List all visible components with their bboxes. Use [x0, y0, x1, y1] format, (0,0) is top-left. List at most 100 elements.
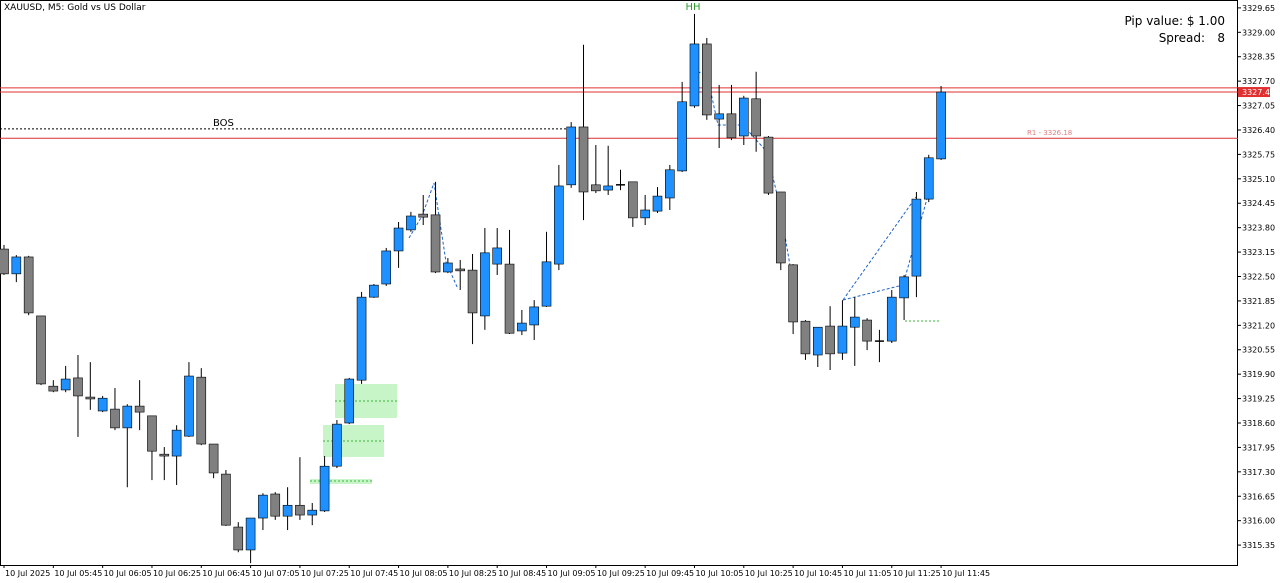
candle-body: [911, 198, 922, 277]
y-tick-label: 3328.35: [1242, 53, 1275, 62]
candle-body: [319, 465, 330, 512]
candle-body: [184, 375, 194, 437]
zigzag-line: [842, 196, 917, 301]
candle-body: [467, 269, 478, 314]
candle-body: [665, 169, 675, 199]
candle-body: [11, 256, 22, 275]
candle-body: [578, 126, 589, 193]
candle-body: [147, 415, 157, 452]
candle-body: [406, 215, 416, 231]
candle-body: [0, 248, 9, 275]
candle-body: [208, 443, 219, 474]
candle-body: [788, 264, 798, 323]
x-tick-label: 10 Jul 11:05: [843, 569, 891, 578]
x-tick-label: 10 Jul 06:45: [202, 569, 250, 578]
candle-body: [677, 101, 687, 172]
candle-body: [775, 191, 786, 264]
candle-body: [837, 325, 848, 354]
x-tick-label: 10 Jul 09:45: [646, 569, 694, 578]
y-tick-label: 3318.60: [1242, 419, 1275, 428]
candle-body: [529, 306, 539, 326]
candle-body: [245, 517, 256, 551]
candle-body: [393, 227, 404, 252]
candle-body: [344, 378, 355, 424]
x-tick-label: 10 Jul 07:25: [301, 569, 349, 578]
candle-body: [603, 185, 613, 191]
candle-body: [825, 325, 835, 355]
y-tick-label: 3319.25: [1242, 395, 1275, 404]
candle-body: [85, 396, 96, 400]
x-tick-label: 10 Jul 09:25: [597, 569, 645, 578]
candle-body: [196, 376, 207, 445]
candle-body: [48, 385, 59, 392]
candle-body: [356, 296, 367, 381]
x-tick-label: 10 Jul 07:05: [252, 569, 300, 578]
y-tick-label: 3323.80: [1242, 224, 1275, 233]
candle-body: [849, 316, 860, 328]
pip-value: Pip value: $ 1.00: [1124, 14, 1225, 28]
candle-body: [270, 493, 281, 517]
candle-body: [517, 322, 527, 332]
y-tick-label: 3315.35: [1242, 541, 1275, 550]
candle-body: [60, 378, 71, 391]
candle-body: [862, 319, 872, 342]
candle-body: [652, 195, 663, 212]
candle-body: [480, 252, 490, 317]
candle-body: [492, 247, 503, 265]
candle-body: [738, 97, 749, 137]
bid-tag: [1238, 87, 1270, 98]
candle-body: [566, 126, 576, 186]
candle-body: [800, 320, 811, 355]
candle-body: [282, 504, 293, 517]
y-tick-label: 3319.90: [1242, 370, 1275, 379]
candle-body: [23, 256, 34, 314]
candle-body: [134, 405, 145, 413]
candle-body: [923, 157, 934, 200]
x-tick-label: 10 Jul 2025: [5, 569, 50, 578]
bos-label: BOS: [213, 118, 234, 129]
candle-body: [159, 453, 170, 457]
y-tick-label: 3329.00: [1242, 28, 1275, 37]
candle-body: [332, 423, 342, 467]
y-tick-label: 3317.30: [1242, 468, 1275, 477]
y-tick-label: 3326.40: [1242, 126, 1275, 135]
x-tick-label: 10 Jul 08:25: [449, 569, 497, 578]
candle-body: [726, 113, 737, 139]
candle-body: [886, 296, 897, 342]
candle-body: [640, 209, 650, 219]
y-tick-label: 3325.75: [1242, 150, 1275, 159]
candle-body: [504, 263, 515, 334]
candle-body: [812, 326, 823, 356]
candle-body: [295, 504, 305, 516]
spread-value: 8: [1217, 31, 1225, 45]
candle-body: [541, 261, 552, 307]
y-tick-label: 3316.00: [1242, 517, 1275, 526]
chart-title: XAUUSD, M5: Gold vs US Dollar: [4, 3, 146, 13]
candle-body: [591, 184, 601, 192]
zone: [310, 479, 372, 484]
candle-body: [122, 405, 133, 429]
candle-body: [763, 136, 774, 194]
x-tick-label: 10 Jul 11:25: [893, 569, 941, 578]
level-label: R1 - 3326.18: [1027, 129, 1072, 137]
candle-body: [221, 473, 231, 526]
candle-body: [307, 509, 318, 516]
x-tick-label: 10 Jul 09:05: [548, 569, 596, 578]
candle-body: [899, 276, 909, 299]
y-tick-label: 3327.05: [1242, 102, 1275, 111]
y-tick-label: 3322.50: [1242, 272, 1275, 281]
candle-body: [430, 214, 441, 273]
candle-body: [73, 377, 83, 397]
x-tick-label: 10 Jul 08:05: [400, 569, 448, 578]
y-tick-label: 3321.85: [1242, 297, 1275, 306]
candle-body: [381, 250, 392, 285]
candle-body: [369, 284, 379, 298]
x-tick-label: 10 Jul 10:05: [695, 569, 743, 578]
y-tick-label: 3329.65: [1242, 4, 1275, 13]
x-tick-label: 10 Jul 08:45: [498, 569, 546, 578]
candle-body: [936, 91, 946, 160]
candle-body: [258, 494, 268, 519]
x-tick-label: 10 Jul 10:25: [745, 569, 793, 578]
y-tick-label: 3316.65: [1242, 492, 1275, 501]
swing-label: HH: [685, 2, 700, 13]
